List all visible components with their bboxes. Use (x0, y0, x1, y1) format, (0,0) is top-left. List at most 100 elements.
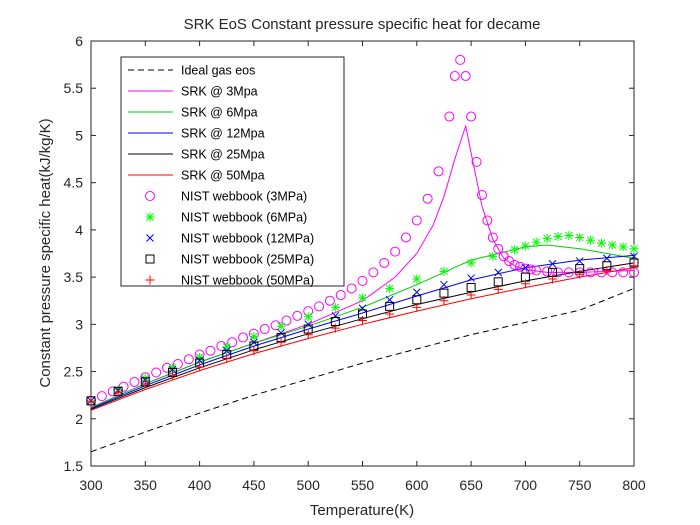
data-point (379, 257, 390, 268)
legend-entry: SRK @ 25Mpa (128, 148, 265, 162)
data-point (460, 70, 471, 81)
legend-swatch (145, 254, 155, 264)
legend-label: SRK @ 3Mpa (181, 85, 258, 99)
data-point (487, 232, 498, 243)
data-point (411, 215, 422, 226)
data-point (564, 231, 574, 241)
data-point (531, 265, 542, 276)
data-point (167, 363, 177, 373)
x-tick-label: 500 (297, 477, 321, 493)
legend-label: SRK @ 50Mpa (181, 169, 265, 183)
y-tick-label: 5.5 (64, 80, 84, 96)
series-line (90, 287, 635, 453)
y-tick-label: 5 (75, 127, 83, 143)
data-point (607, 240, 617, 250)
y-tick-label: 3.5 (64, 269, 84, 285)
data-point (227, 337, 238, 348)
series-layer (86, 54, 639, 453)
data-point (525, 264, 536, 275)
data-point (314, 301, 325, 312)
data-point (602, 254, 611, 263)
data-point (276, 321, 286, 331)
data-point (493, 243, 504, 254)
data-point (129, 376, 140, 387)
data-point (118, 381, 129, 392)
data-point (575, 269, 585, 279)
x-tick-label: 400 (188, 477, 212, 493)
data-point (548, 260, 557, 268)
data-point (422, 193, 433, 204)
data-point (385, 283, 395, 293)
data-point (449, 70, 460, 81)
data-point (440, 280, 448, 289)
data-point (249, 332, 259, 342)
y-axis-label: Constant pressure specific heat(kJ/kg/K) (37, 118, 54, 387)
series-0 (90, 287, 635, 453)
legend-entry: NIST webbook (25MPa) (145, 253, 314, 267)
data-point (400, 232, 411, 243)
data-point (596, 238, 606, 248)
data-point (222, 353, 232, 363)
data-point (471, 156, 482, 167)
x-tick-label: 450 (242, 477, 266, 493)
data-point (195, 356, 204, 365)
legend-entry: NIST webbook (3MPa) (145, 190, 307, 204)
data-point (575, 232, 585, 242)
data-point (195, 352, 205, 362)
data-point (172, 359, 183, 369)
x-tick-label: 650 (459, 477, 483, 493)
data-point (563, 267, 574, 278)
legend-label: SRK @ 12Mpa (181, 127, 265, 141)
data-point (439, 296, 449, 306)
data-point (602, 266, 612, 275)
data-point (520, 279, 530, 289)
data-point (222, 342, 232, 352)
data-point (439, 266, 449, 276)
data-point (303, 330, 313, 340)
data-point (466, 290, 476, 300)
data-point (482, 215, 493, 226)
data-point (303, 312, 313, 322)
y-tick-label: 6 (75, 33, 83, 49)
y-tick-label: 1.5 (64, 458, 84, 474)
data-point (205, 345, 216, 356)
data-point (390, 246, 401, 257)
ticks-layer: 300 350 400 450 500 550 600 650 700 750 800 1.5 2 2.5… (64, 33, 646, 493)
legend-label: NIST webbook (50MPa) (181, 274, 314, 288)
y-tick-label: 2 (75, 411, 83, 427)
legend-swatch (145, 212, 155, 222)
data-point (358, 293, 367, 303)
data-point (586, 235, 596, 245)
data-point (504, 256, 515, 267)
data-point (183, 354, 194, 365)
data-point (629, 261, 639, 271)
data-point (167, 370, 177, 380)
data-point (488, 251, 498, 261)
data-point (195, 362, 205, 372)
series-10 (86, 261, 639, 407)
data-point (618, 267, 629, 278)
legend-entry: SRK @ 3Mpa (128, 85, 258, 99)
data-point (368, 267, 379, 278)
legend-label: NIST webbook (3MPa) (181, 190, 307, 204)
data-point (509, 259, 520, 270)
data-point (412, 288, 421, 297)
series-2 (90, 244, 635, 408)
data-point (140, 379, 150, 389)
data-point (324, 295, 335, 306)
data-point (596, 267, 607, 278)
data-point (433, 166, 444, 177)
data-point (548, 274, 558, 284)
data-point (238, 332, 249, 343)
legend-entry: NIST webbook (6MPa) (145, 211, 307, 225)
x-tick-label: 700 (514, 477, 538, 493)
data-point (281, 315, 292, 326)
data-point (607, 267, 618, 278)
data-point (520, 241, 530, 251)
legend-swatch (146, 234, 154, 242)
chart-title: SRK EoS Constant pressure specific heat … (184, 16, 541, 33)
data-point (444, 111, 455, 122)
legend-swatch (145, 191, 155, 201)
legend-swatch (145, 275, 155, 285)
